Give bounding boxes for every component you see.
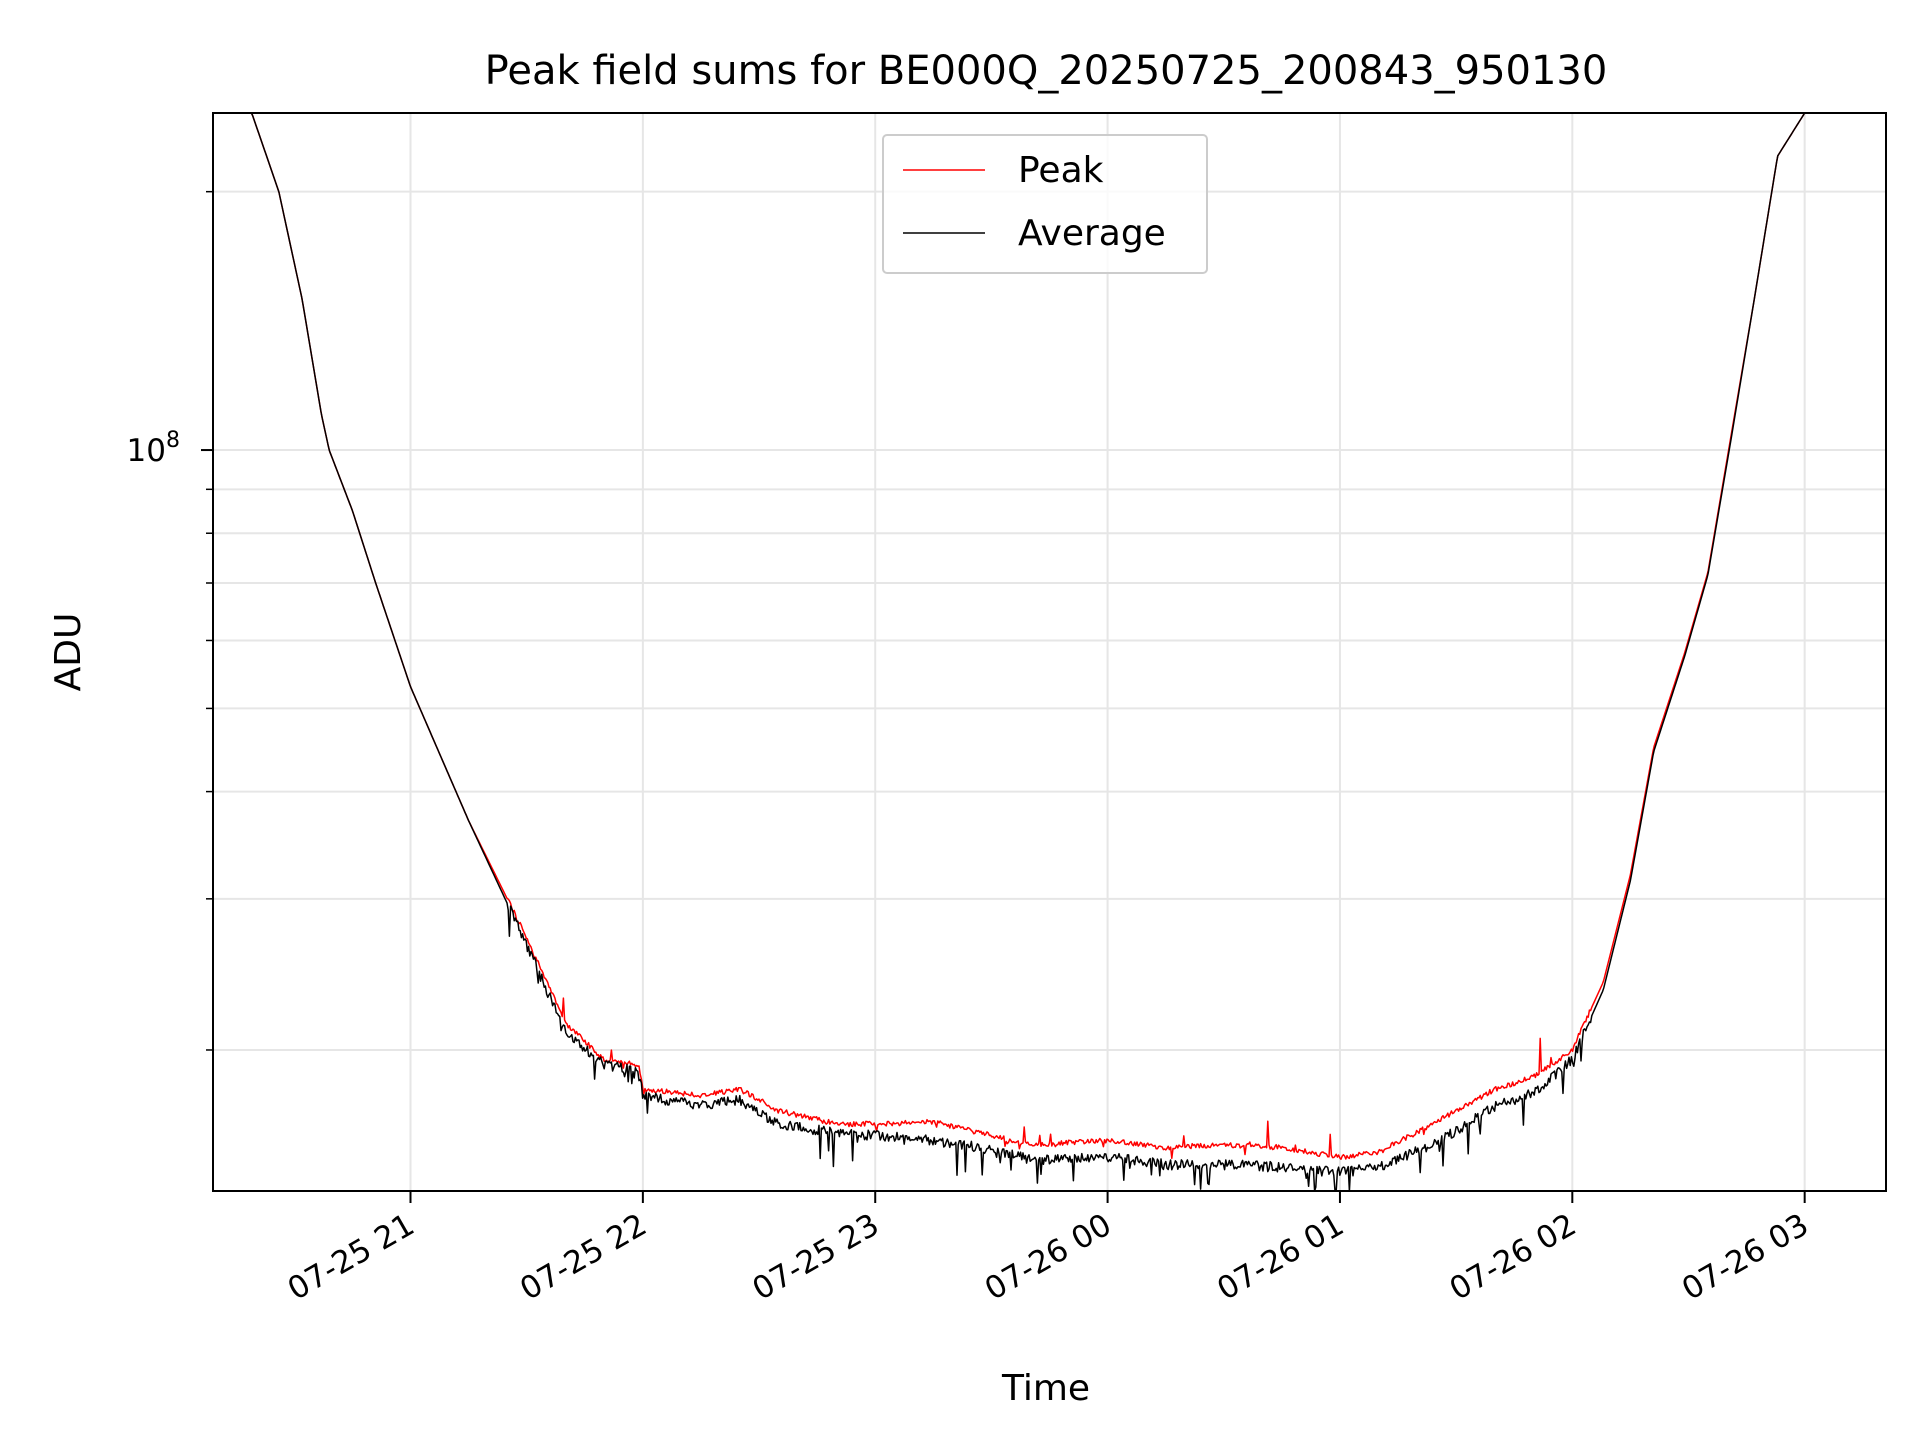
chart: 07-25 21 07-25 22 07-25 23 07-26 00 07-26 01… xyxy=(0,0,1920,1440)
y-axis-label: ADU xyxy=(48,613,89,692)
x-axis-label: Time xyxy=(1001,1368,1090,1409)
legend-label-peak: Peak xyxy=(1018,150,1104,191)
legend-label-average: Average xyxy=(1018,213,1166,254)
chart-title: Peak field sums for BE000Q_20250725_2008… xyxy=(485,48,1608,94)
legend: Peak Average xyxy=(883,135,1207,273)
